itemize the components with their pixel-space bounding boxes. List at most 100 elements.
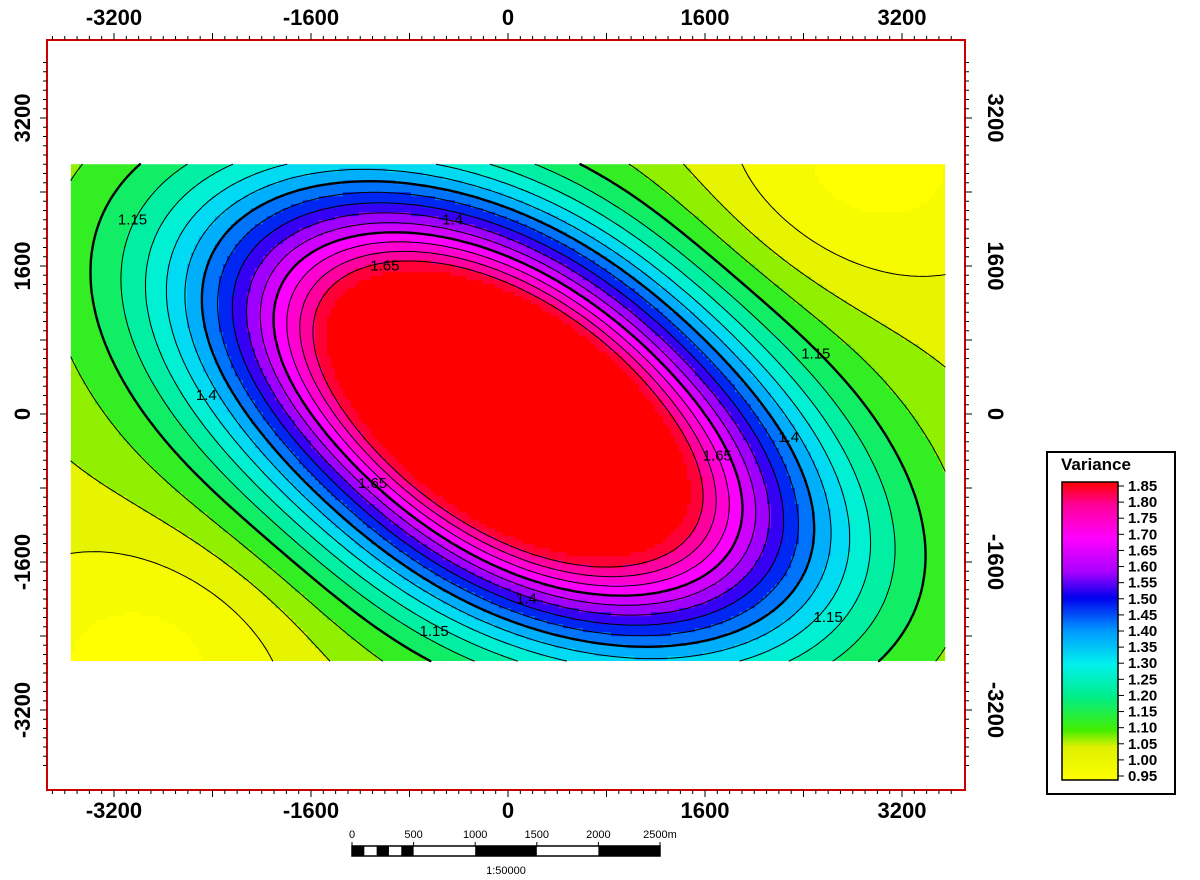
heat-cell [826,184,832,189]
heat-cell [438,200,444,205]
heat-cell [566,184,572,189]
heat-cell [586,236,592,241]
heat-cell [686,184,692,189]
heat-cell [726,224,732,229]
heat-cell [634,216,640,221]
heat-cell [518,200,524,205]
heat-cell [82,164,88,169]
heat-cell [442,192,448,197]
heat-cell [526,172,532,177]
heat-cell [410,188,416,193]
heat-cell [230,172,236,177]
heat-cell [394,244,400,249]
heat-cell [786,220,792,225]
heat-cell [690,232,696,237]
heat-cell [346,184,352,189]
heat-cell [418,188,424,193]
heat-cell [670,164,676,169]
heat-cell [546,172,552,177]
heat-cell [638,224,644,229]
heat-cell [798,200,804,205]
heat-cell [738,192,744,197]
heat-cell [550,172,556,177]
heat-cell [526,168,532,173]
heat-cell [766,196,772,201]
heat-cell [750,212,756,217]
heat-cell [134,188,140,193]
heat-cell [870,232,876,237]
heat-cell [646,228,652,233]
heat-cell [526,248,532,253]
heat-cell [262,244,268,249]
heat-cell [186,244,192,249]
heat-cell [694,228,700,233]
heat-cell [234,224,240,229]
heat-cell [118,184,124,189]
heat-cell [218,176,224,181]
heat-cell [570,192,576,197]
heat-cell [770,208,776,213]
heat-cell [86,244,92,249]
heat-cell [858,216,864,221]
heat-cell [266,220,272,225]
heat-cell [746,188,752,193]
heat-cell [354,220,360,225]
heat-cell [74,184,80,189]
heat-cell [442,232,448,237]
heat-cell [710,248,716,253]
heat-cell [318,168,324,173]
heat-cell [74,208,80,213]
heat-cell [554,232,560,237]
heat-cell [90,212,96,217]
heat-cell [270,168,276,173]
heat-cell [682,188,688,193]
heat-cell [150,208,156,213]
heat-cell [722,196,728,201]
heat-cell [682,204,688,209]
heat-cell [766,188,772,193]
heat-cell [550,244,556,249]
heat-cell [710,172,716,177]
heat-cell [170,220,176,225]
heat-cell [410,180,416,185]
heat-cell [834,236,840,241]
heat-cell [774,236,780,241]
heat-cell [166,192,172,197]
heat-cell [210,216,216,221]
heat-cell [914,212,920,217]
heat-cell [646,208,652,213]
heat-cell [782,164,788,169]
heat-cell [126,224,132,229]
heat-cell [234,216,240,221]
heat-cell [762,164,768,169]
heat-cell [218,168,224,173]
heat-cell [446,196,452,201]
heat-cell [182,172,188,177]
heat-cell [858,192,864,197]
heat-cell [666,172,672,177]
heat-cell [854,188,860,193]
heat-cell [246,176,252,181]
heat-cell [738,232,744,237]
heat-cell [586,164,592,169]
heat-cell [798,176,804,181]
heat-cell [234,192,240,197]
heat-cell [646,196,652,201]
heat-cell [130,204,136,209]
heat-cell [462,180,468,185]
heat-cell [670,204,676,209]
heat-cell [390,196,396,201]
heat-cell [134,236,140,241]
heat-cell [138,224,144,229]
heat-cell [178,248,184,253]
heat-cell [446,240,452,245]
heat-cell [906,232,912,237]
heat-cell [614,236,620,241]
heat-cell [430,208,436,213]
heat-cell [842,168,848,173]
heat-cell [942,236,946,241]
heat-cell [782,232,788,237]
heat-cell [842,172,848,177]
heat-cell [578,208,584,213]
heat-cell [470,244,476,249]
